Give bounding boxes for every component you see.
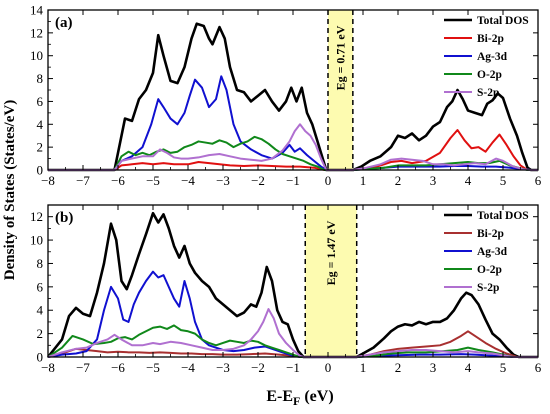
x-tick-label: −4 — [181, 360, 195, 375]
x-tick-label: −7 — [76, 360, 90, 375]
series-line-total-dos — [46, 211, 538, 359]
x-tick-label: −8 — [41, 173, 55, 188]
x-tick-label: 3 — [430, 360, 437, 375]
x-tick-label: −4 — [181, 173, 195, 188]
band-gap-region — [305, 205, 357, 357]
x-axis-title: E-EF (eV) — [266, 388, 333, 408]
series-line-ag-3d — [47, 270, 538, 358]
y-tick-label: 14 — [30, 3, 44, 18]
x-tick-label: −3 — [216, 173, 230, 188]
y-tick-label: 12 — [30, 25, 43, 40]
x-tick-label: −6 — [111, 173, 125, 188]
x-tick-label: 6 — [535, 360, 542, 375]
x-tick-label: −7 — [76, 173, 90, 188]
legend-entry: Total DOS — [477, 210, 529, 222]
panel-label: (a) — [55, 15, 73, 31]
band-gap-label: Eg = 1.47 eV — [324, 220, 338, 285]
series-line-total-dos — [48, 22, 538, 172]
panel-label: (b) — [55, 210, 73, 226]
x-tick-label: 4 — [465, 360, 472, 375]
legend-entry: Ag-3d — [477, 51, 508, 63]
y-tick-label: 4 — [37, 303, 44, 318]
y-tick-label: 10 — [30, 233, 43, 248]
y-axis-title: Density of States (States/eV) — [2, 100, 18, 280]
series-line-s-2p — [48, 123, 538, 171]
x-tick-label: −2 — [251, 360, 265, 375]
y-tick-label: 10 — [30, 48, 43, 63]
x-tick-label: −2 — [251, 173, 265, 188]
y-tick-label: 6 — [37, 279, 44, 294]
x-tick-label: −5 — [146, 360, 160, 375]
panel-a: Eg = 0.71 eV−8 −7 −6 −5 −4 −3 −2 −1 0 1 2 3 4 5 602468… — [30, 3, 542, 189]
x-tick-label: 3 — [430, 173, 437, 188]
legend-entry: O-2p — [477, 69, 502, 81]
x-tick-label: 4 — [465, 173, 472, 188]
x-tick-label: −1 — [286, 173, 300, 188]
band-gap-label: Eg = 0.71 eV — [333, 25, 347, 90]
y-tick-label: 0 — [37, 350, 44, 365]
x-axis-title-unit: (eV) — [300, 388, 333, 405]
x-tick-label: −8 — [41, 360, 55, 375]
band-gap-region — [328, 10, 353, 170]
x-tick-label: −5 — [146, 173, 160, 188]
y-tick-label: 8 — [37, 256, 44, 271]
x-tick-label: 2 — [395, 360, 402, 375]
x-tick-label: −3 — [216, 360, 230, 375]
panel-b: Eg = 1.47 eV−8 −7 −6 −5 −4 −3 −2 −1 0 1 2 3 4 5 602468… — [30, 204, 542, 375]
y-tick-label: 4 — [37, 117, 44, 132]
legend-entry: Bi-2p — [477, 228, 504, 240]
x-tick-label: 5 — [500, 360, 507, 375]
x-axis-title-subscript: F — [293, 394, 300, 408]
series-line-o-2p — [47, 324, 538, 358]
y-tick-label: 2 — [37, 140, 44, 155]
legend-entry: O-2p — [477, 264, 502, 276]
legend-entry: Ag-3d — [477, 246, 508, 258]
x-tick-label: 5 — [500, 173, 507, 188]
y-tick-label: 12 — [30, 209, 43, 224]
legend-entry: Total DOS — [477, 15, 529, 27]
x-tick-label: −1 — [286, 360, 300, 375]
y-tick-label: 6 — [37, 94, 44, 109]
y-tick-label: 0 — [37, 163, 44, 178]
series-line-bi-2p — [47, 330, 538, 358]
y-tick-label: 8 — [37, 71, 44, 86]
x-tick-label: −6 — [111, 360, 125, 375]
x-tick-label: 0 — [325, 360, 332, 375]
x-tick-label: 1 — [360, 360, 367, 375]
x-tick-label: 6 — [535, 173, 542, 188]
x-tick-label: 1 — [360, 173, 367, 188]
y-tick-label: 2 — [37, 326, 44, 341]
series-line-s-2p — [47, 308, 538, 358]
legend-entry: S-2p — [477, 87, 499, 99]
x-tick-label: 0 — [325, 173, 332, 188]
legend-entry: S-2p — [477, 282, 499, 294]
x-axis-title-main: E-E — [266, 388, 293, 405]
x-tick-label: 2 — [395, 173, 402, 188]
legend-entry: Bi-2p — [477, 33, 504, 45]
